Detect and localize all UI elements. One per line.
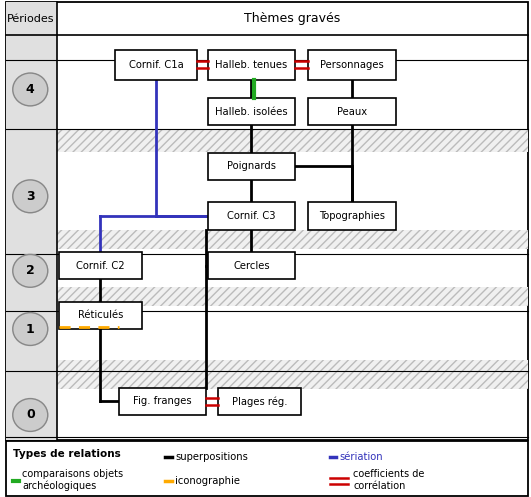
Text: Fig. franges: Fig. franges (133, 396, 192, 407)
FancyBboxPatch shape (208, 202, 295, 230)
FancyBboxPatch shape (59, 302, 142, 329)
Text: Topographies: Topographies (319, 211, 385, 221)
Text: Réticulés: Réticulés (78, 310, 123, 321)
Text: Périodes: Périodes (6, 13, 54, 24)
FancyBboxPatch shape (309, 98, 396, 125)
FancyBboxPatch shape (119, 388, 206, 415)
Text: Cercles: Cercles (233, 260, 270, 271)
Text: Plages rég.: Plages rég. (232, 396, 287, 407)
Bar (6, 2, 528, 440)
FancyBboxPatch shape (208, 98, 295, 125)
Text: 0: 0 (26, 409, 35, 421)
Text: archéologiques: archéologiques (22, 481, 97, 491)
FancyBboxPatch shape (115, 50, 197, 80)
Text: 2: 2 (26, 264, 35, 277)
Text: Poignards: Poignards (227, 161, 276, 171)
Text: sériation: sériation (339, 452, 383, 462)
Text: Cornif. C2: Cornif. C2 (76, 260, 125, 271)
Text: Personnages: Personnages (320, 60, 384, 70)
Text: Peaux: Peaux (337, 106, 367, 117)
Bar (57, 129, 528, 152)
Text: Thèmes gravés: Thèmes gravés (244, 12, 341, 25)
Text: iconographie: iconographie (175, 476, 240, 486)
FancyBboxPatch shape (218, 388, 301, 415)
FancyBboxPatch shape (208, 252, 295, 279)
Text: Cornif. C3: Cornif. C3 (227, 211, 276, 221)
Bar (57, 287, 528, 306)
Text: 3: 3 (26, 190, 35, 203)
Circle shape (13, 313, 48, 345)
FancyBboxPatch shape (309, 50, 396, 80)
Circle shape (13, 399, 48, 431)
Text: corrélation: corrélation (354, 481, 406, 491)
Text: Types de relations: Types de relations (13, 449, 121, 459)
Text: 4: 4 (26, 83, 35, 96)
Text: Halleb. tenues: Halleb. tenues (216, 60, 288, 70)
Circle shape (13, 254, 48, 287)
FancyBboxPatch shape (59, 252, 142, 279)
Bar (6, 441, 528, 496)
FancyBboxPatch shape (208, 153, 295, 180)
Circle shape (13, 73, 48, 106)
Text: comparaisons objets: comparaisons objets (22, 469, 123, 479)
Bar (57, 230, 528, 248)
Text: Halleb. isolées: Halleb. isolées (215, 106, 288, 117)
Circle shape (13, 180, 48, 213)
Text: superpositions: superpositions (175, 452, 248, 462)
Bar (57, 360, 528, 389)
Text: coefficients de: coefficients de (354, 469, 425, 479)
FancyBboxPatch shape (309, 202, 396, 230)
Text: Cornif. C1a: Cornif. C1a (129, 60, 184, 70)
Text: 1: 1 (26, 323, 35, 335)
FancyBboxPatch shape (208, 50, 295, 80)
Bar (6, 2, 57, 440)
